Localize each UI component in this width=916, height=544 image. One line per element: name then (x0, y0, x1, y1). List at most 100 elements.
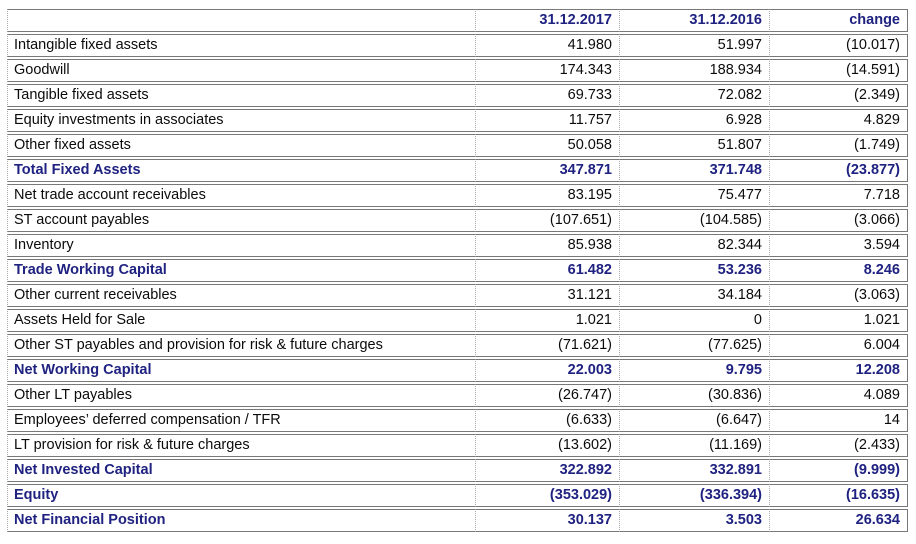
value-2016: 3.503 (619, 509, 769, 532)
table-row: Net Financial Position 30.137 3.503 26.6… (7, 509, 908, 532)
value-2017: 347.871 (475, 159, 619, 182)
row-label: Other ST payables and provision for risk… (7, 334, 475, 357)
table-row: Equity investments in associates 11.757 … (7, 109, 908, 132)
table-row: Other ST payables and provision for risk… (7, 334, 908, 357)
value-change: 8.246 (769, 259, 908, 282)
value-change: (1.749) (769, 134, 908, 157)
table-row: Tangible fixed assets 69.733 72.082 (2.3… (7, 84, 908, 107)
table-row: Other current receivables 31.121 34.184 … (7, 284, 908, 307)
value-2016: (104.585) (619, 209, 769, 232)
row-label: LT provision for risk & future charges (7, 434, 475, 457)
value-2017: 69.733 (475, 84, 619, 107)
header-cell-change: change (769, 9, 908, 32)
value-2016: 51.807 (619, 134, 769, 157)
value-2017: 22.003 (475, 359, 619, 382)
value-2017: 11.757 (475, 109, 619, 132)
table-row: Other fixed assets 50.058 51.807 (1.749) (7, 134, 908, 157)
value-2016: 6.928 (619, 109, 769, 132)
table-row: Intangible fixed assets 41.980 51.997 (1… (7, 34, 908, 57)
row-label: Net Invested Capital (7, 459, 475, 482)
value-change: 7.718 (769, 184, 908, 207)
table-row: LT provision for risk & future charges (… (7, 434, 908, 457)
value-2017: 61.482 (475, 259, 619, 282)
value-2016: (30.836) (619, 384, 769, 407)
row-label: Goodwill (7, 59, 475, 82)
table-body: Intangible fixed assets 41.980 51.997 (1… (7, 34, 908, 532)
value-change: 1.021 (769, 309, 908, 332)
value-change: (23.877) (769, 159, 908, 182)
value-2017: 31.121 (475, 284, 619, 307)
value-2016: 332.891 (619, 459, 769, 482)
value-2017: 174.343 (475, 59, 619, 82)
value-change: 6.004 (769, 334, 908, 357)
value-2016: 82.344 (619, 234, 769, 257)
value-change: 4.829 (769, 109, 908, 132)
value-change: (10.017) (769, 34, 908, 57)
row-label: Net Financial Position (7, 509, 475, 532)
value-2017: 1.021 (475, 309, 619, 332)
row-label: Intangible fixed assets (7, 34, 475, 57)
row-label: Tangible fixed assets (7, 84, 475, 107)
header-cell-2016: 31.12.2016 (619, 9, 769, 32)
value-2016: 75.477 (619, 184, 769, 207)
value-2016: 53.236 (619, 259, 769, 282)
value-change: (2.433) (769, 434, 908, 457)
header-cell-empty (7, 9, 475, 32)
row-label: Inventory (7, 234, 475, 257)
value-2016: 51.997 (619, 34, 769, 57)
value-2017: (26.747) (475, 384, 619, 407)
table-row: Equity (353.029) (336.394) (16.635) (7, 484, 908, 507)
row-label: Assets Held for Sale (7, 309, 475, 332)
value-2016: 371.748 (619, 159, 769, 182)
value-2016: 0 (619, 309, 769, 332)
row-label: Employees’ deferred compensation / TFR (7, 409, 475, 432)
table-row: Net Working Capital 22.003 9.795 12.208 (7, 359, 908, 382)
value-2016: 72.082 (619, 84, 769, 107)
value-2017: 85.938 (475, 234, 619, 257)
value-change: (16.635) (769, 484, 908, 507)
row-label: Net Working Capital (7, 359, 475, 382)
header-cell-2017: 31.12.2017 (475, 9, 619, 32)
value-change: (3.066) (769, 209, 908, 232)
row-label: Other current receivables (7, 284, 475, 307)
value-2017: (71.621) (475, 334, 619, 357)
value-change: (14.591) (769, 59, 908, 82)
table-row: Assets Held for Sale 1.021 0 1.021 (7, 309, 908, 332)
value-change: 14 (769, 409, 908, 432)
value-change: 4.089 (769, 384, 908, 407)
header-row: 31.12.2017 31.12.2016 change (7, 9, 908, 32)
value-2017: (13.602) (475, 434, 619, 457)
value-2016: 188.934 (619, 59, 769, 82)
row-label: Net trade account receivables (7, 184, 475, 207)
table-row: Other LT payables (26.747) (30.836) 4.08… (7, 384, 908, 407)
row-label: Trade Working Capital (7, 259, 475, 282)
value-2017: 83.195 (475, 184, 619, 207)
table-row: Trade Working Capital 61.482 53.236 8.24… (7, 259, 908, 282)
row-label: Other LT payables (7, 384, 475, 407)
value-change: (3.063) (769, 284, 908, 307)
value-2017: (353.029) (475, 484, 619, 507)
table-row: Net trade account receivables 83.195 75.… (7, 184, 908, 207)
value-2017: 50.058 (475, 134, 619, 157)
value-2016: (77.625) (619, 334, 769, 357)
value-2017: (107.651) (475, 209, 619, 232)
row-label: Other fixed assets (7, 134, 475, 157)
value-2016: 9.795 (619, 359, 769, 382)
value-2016: (6.647) (619, 409, 769, 432)
table-row: Goodwill 174.343 188.934 (14.591) (7, 59, 908, 82)
value-2017: 30.137 (475, 509, 619, 532)
value-change: (2.349) (769, 84, 908, 107)
balance-sheet-table: 31.12.2017 31.12.2016 change Intangible … (7, 7, 908, 534)
value-2016: 34.184 (619, 284, 769, 307)
row-label: Equity investments in associates (7, 109, 475, 132)
value-change: (9.999) (769, 459, 908, 482)
value-2017: 41.980 (475, 34, 619, 57)
table-row: Inventory 85.938 82.344 3.594 (7, 234, 908, 257)
value-2016: (336.394) (619, 484, 769, 507)
value-change: 3.594 (769, 234, 908, 257)
table-row: Total Fixed Assets 347.871 371.748 (23.8… (7, 159, 908, 182)
table-row: Employees’ deferred compensation / TFR (… (7, 409, 908, 432)
value-change: 12.208 (769, 359, 908, 382)
value-2017: (6.633) (475, 409, 619, 432)
table-row: Net Invested Capital 322.892 332.891 (9.… (7, 459, 908, 482)
